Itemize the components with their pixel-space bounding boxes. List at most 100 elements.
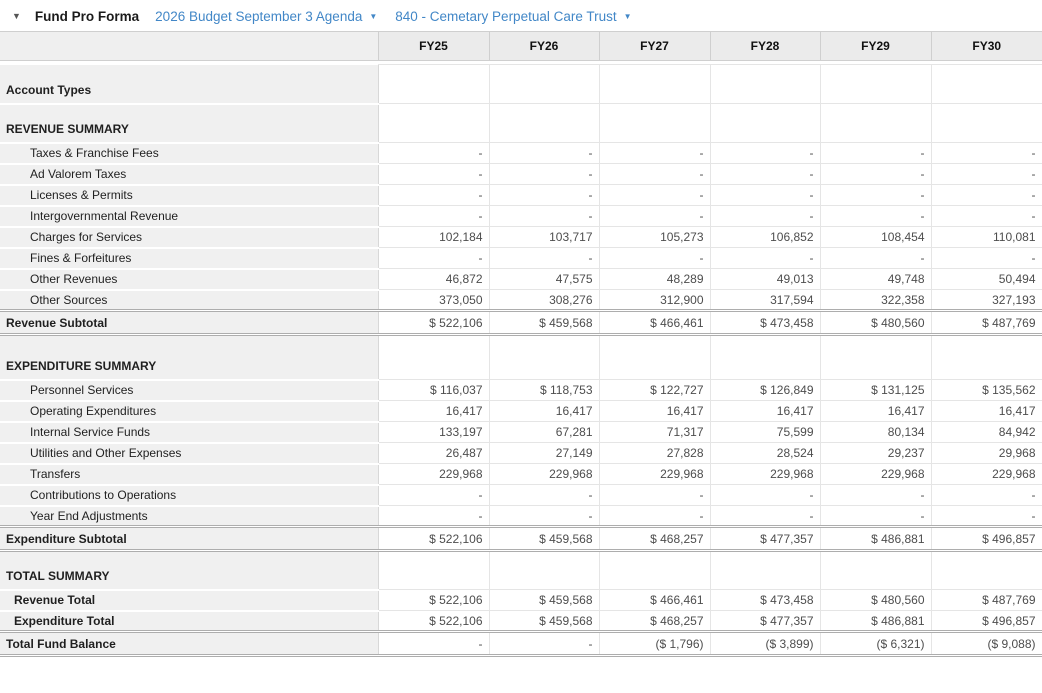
row-label: EXPENDITURE SUMMARY xyxy=(0,334,378,381)
row-label: Utilities and Other Expenses xyxy=(0,442,378,465)
value-cell-fy28: - xyxy=(709,184,821,206)
row-expenditure-summary: EXPENDITURE SUMMARY xyxy=(0,334,1042,381)
fund-selector[interactable]: 840 - Cemetary Perpetual Care Trust ▼ xyxy=(395,9,631,24)
value-cell-fy26 xyxy=(488,550,600,590)
row-label: Account Types xyxy=(0,64,378,105)
value-cell-fy25: - xyxy=(377,247,490,269)
budget-selector[interactable]: 2026 Budget September 3 Agenda ▼ xyxy=(155,9,377,24)
value-cell-fy30: - xyxy=(930,205,1042,227)
row-label: TOTAL SUMMARY xyxy=(0,550,378,591)
row-transfers: Transfers 229,968 229,968 229,968 229,968 229… xyxy=(0,463,1042,486)
value-cell-fy29: - xyxy=(819,505,932,527)
corner-cell xyxy=(0,31,378,61)
value-cell-fy27: $ 468,257 xyxy=(598,610,711,632)
value-cell-fy26: 16,417 xyxy=(488,400,600,422)
value-cell-fy27 xyxy=(598,334,711,380)
value-cell-fy28: 49,013 xyxy=(709,268,821,290)
value-cell-fy25: $ 522,106 xyxy=(377,589,490,611)
value-cell-fy25: 26,487 xyxy=(377,442,490,464)
value-cell-fy29: $ 486,881 xyxy=(819,610,932,632)
value-cell-fy29: $ 131,125 xyxy=(819,379,932,401)
value-cell-fy25: - xyxy=(377,484,490,506)
value-cell-fy25: 102,184 xyxy=(377,226,490,248)
value-cell-fy26: 67,281 xyxy=(488,421,600,443)
row-label: Other Revenues xyxy=(0,268,378,291)
value-cell-fy27: 48,289 xyxy=(598,268,711,290)
value-cell-fy28: $ 473,458 xyxy=(709,309,821,336)
value-cell-fy26: $ 118,753 xyxy=(488,379,600,401)
row-total-summary: TOTAL SUMMARY xyxy=(0,550,1042,591)
row-revenue-total: Revenue Total $ 522,106 $ 459,568 $ 466,461… xyxy=(0,589,1042,612)
value-cell-fy29: $ 486,881 xyxy=(819,525,932,552)
value-cell-fy27: - xyxy=(598,505,711,527)
value-cell-fy28: 106,852 xyxy=(709,226,821,248)
value-cell-fy29 xyxy=(819,334,932,380)
value-cell-fy26: - xyxy=(488,484,600,506)
value-cell-fy29: - xyxy=(819,205,932,227)
value-cell-fy30 xyxy=(930,64,1042,104)
value-cell-fy26: 308,276 xyxy=(488,289,600,311)
value-cell-fy25: $ 522,106 xyxy=(377,610,490,632)
value-cell-fy27 xyxy=(598,103,711,143)
value-cell-fy25: - xyxy=(377,205,490,227)
value-cell-fy25: - xyxy=(377,505,490,527)
row-other-revenues: Other Revenues 46,872 47,575 48,289 49,013 49… xyxy=(0,268,1042,291)
value-cell-fy28 xyxy=(709,334,821,380)
row-label: Taxes & Franchise Fees xyxy=(0,142,378,165)
column-header-fy26: FY26 xyxy=(488,31,599,61)
value-cell-fy30: 110,081 xyxy=(930,226,1042,248)
value-cell-fy27: - xyxy=(598,142,711,164)
value-cell-fy25: 373,050 xyxy=(377,289,490,311)
value-cell-fy27: $ 468,257 xyxy=(598,525,711,552)
value-cell-fy29: - xyxy=(819,184,932,206)
value-cell-fy30: 29,968 xyxy=(930,442,1042,464)
row-label: Licenses & Permits xyxy=(0,184,378,207)
collapse-icon[interactable]: ▼ xyxy=(12,11,21,21)
row-year-end-adjustments: Year End Adjustments - - - - - - xyxy=(0,505,1042,528)
value-cell-fy30: - xyxy=(930,505,1042,527)
value-cell-fy26 xyxy=(488,334,600,380)
row-label: Fines & Forfeitures xyxy=(0,247,378,270)
value-cell-fy29: 322,358 xyxy=(819,289,932,311)
row-label: Personnel Services xyxy=(0,379,378,402)
value-cell-fy28: 75,599 xyxy=(709,421,821,443)
row-label: Intergovernmental Revenue xyxy=(0,205,378,228)
value-cell-fy30: $ 135,562 xyxy=(930,379,1042,401)
row-label: Expenditure Subtotal xyxy=(0,525,378,552)
row-contributions-to-operations: Contributions to Operations - - - - - - xyxy=(0,484,1042,507)
column-header-fy28: FY28 xyxy=(709,31,820,61)
value-cell-fy30 xyxy=(930,334,1042,380)
value-cell-fy25: 229,968 xyxy=(377,463,490,485)
row-expenditure-total: Expenditure Total $ 522,106 $ 459,568 $ 468… xyxy=(0,610,1042,633)
value-cell-fy25 xyxy=(377,103,490,143)
header-row: FY25 FY26 FY27 FY28 FY29 FY30 xyxy=(0,31,1042,61)
value-cell-fy27: - xyxy=(598,163,711,185)
value-cell-fy26: - xyxy=(488,142,600,164)
row-personnel-services: Personnel Services $ 116,037 $ 118,753 $ 12… xyxy=(0,379,1042,402)
value-cell-fy29: 49,748 xyxy=(819,268,932,290)
row-label: Operating Expenditures xyxy=(0,400,378,423)
value-cell-fy26: - xyxy=(488,163,600,185)
value-cell-fy25: $ 522,106 xyxy=(377,309,490,336)
row-label: Revenue Total xyxy=(0,589,378,612)
value-cell-fy28: - xyxy=(709,247,821,269)
value-cell-fy28: - xyxy=(709,484,821,506)
value-cell-fy30: 84,942 xyxy=(930,421,1042,443)
value-cell-fy27: 27,828 xyxy=(598,442,711,464)
value-cell-fy26: - xyxy=(488,505,600,527)
value-cell-fy30: - xyxy=(930,247,1042,269)
value-cell-fy30: ($ 9,088) xyxy=(930,630,1042,657)
value-cell-fy25: $ 116,037 xyxy=(377,379,490,401)
row-label: Other Sources xyxy=(0,289,378,312)
value-cell-fy26: - xyxy=(488,247,600,269)
value-cell-fy28: 16,417 xyxy=(709,400,821,422)
value-cell-fy27: - xyxy=(598,184,711,206)
row-internal-service-funds: Internal Service Funds 133,197 67,281 71,31… xyxy=(0,421,1042,444)
value-cell-fy29: ($ 6,321) xyxy=(819,630,932,657)
value-cell-fy27 xyxy=(598,550,711,590)
value-cell-fy26: 103,717 xyxy=(488,226,600,248)
value-cell-fy27: - xyxy=(598,484,711,506)
row-revenue-summary: REVENUE SUMMARY xyxy=(0,103,1042,144)
value-cell-fy30: $ 496,857 xyxy=(930,610,1042,632)
value-cell-fy26: $ 459,568 xyxy=(488,525,600,552)
